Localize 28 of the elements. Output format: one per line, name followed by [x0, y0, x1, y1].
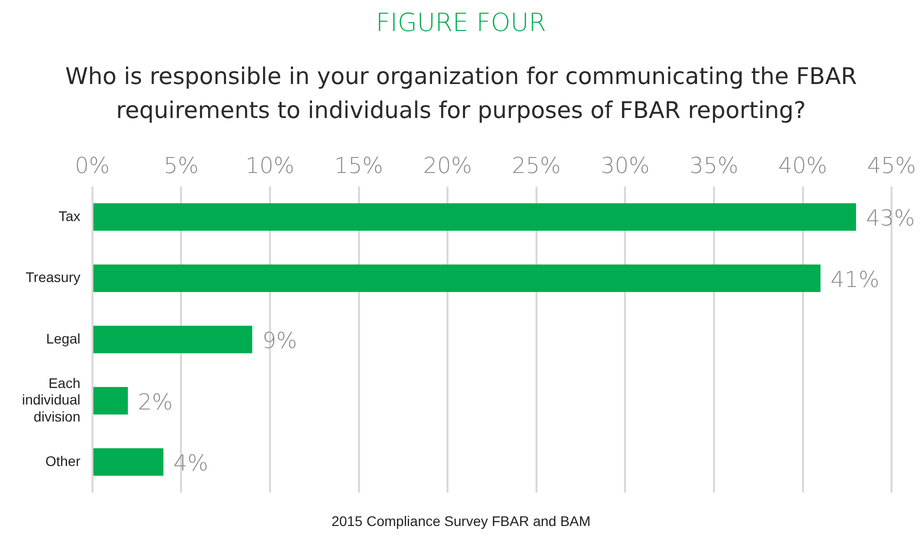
x-tick-label: 35% [690, 154, 738, 179]
bar [93, 386, 128, 415]
y-tick-label: Treasury [26, 269, 80, 286]
x-tick-label: 0% [74, 154, 110, 179]
bar [93, 203, 856, 231]
x-tick-label: 10% [246, 154, 294, 179]
bar [93, 448, 164, 476]
text: 2015 Compliance Survey FBAR and BAM [330, 513, 592, 529]
x-tick-label: 15% [334, 154, 384, 179]
data-label: 9% [262, 329, 298, 354]
data-label: 4% [173, 452, 208, 477]
x-tick-label: 20% [423, 154, 472, 179]
y-tick-label: Other [45, 452, 81, 469]
y-tick-label: Each individual division [22, 374, 80, 424]
chart-subtitle: Who is responsible in your organization for communicating the FBAR requirements to individuals for purposes of FBAR reporting? [64, 63, 858, 126]
x-tick-label: 45% [867, 154, 916, 179]
x-tick-label: 40% [778, 154, 828, 179]
chart-title: FIGURE FOUR [374, 8, 548, 37]
bar [93, 326, 252, 354]
x-tick-label: 25% [512, 154, 561, 179]
data-label: 41% [830, 268, 880, 293]
x-tick-label: 5% [164, 154, 199, 179]
data-label: 43% [866, 206, 915, 232]
bar [93, 264, 821, 292]
y-tick-label: Legal [46, 330, 80, 346]
data-label: 2% [138, 390, 173, 416]
x-tick-label: 30% [600, 154, 650, 179]
y-tick-label: Tax [58, 208, 80, 224]
